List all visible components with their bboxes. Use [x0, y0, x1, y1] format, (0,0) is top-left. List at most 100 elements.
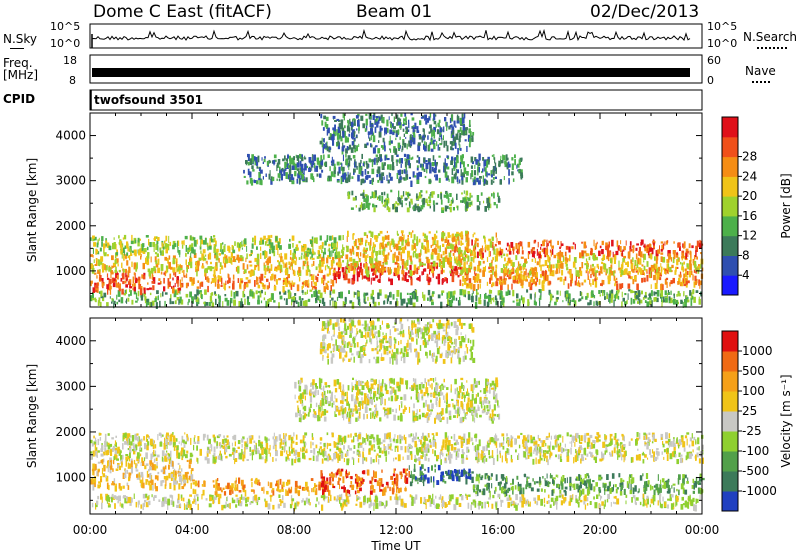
scatter-cell — [448, 125, 451, 130]
scatter-cell — [102, 285, 104, 289]
scatter-cell — [321, 159, 324, 166]
scatter-cell — [117, 290, 121, 297]
scatter-cell — [320, 245, 322, 250]
scatter-cell — [309, 256, 312, 260]
scatter-cell — [625, 262, 628, 265]
scatter-cell — [176, 297, 180, 301]
scatter-cell — [649, 449, 652, 455]
scatter-cell — [188, 261, 191, 265]
scatter-cell — [463, 113, 466, 119]
scatter-cell — [166, 257, 169, 261]
scatter-cell — [353, 139, 356, 142]
scatter-cell — [382, 137, 385, 143]
scatter-cell — [378, 455, 382, 458]
scatter-cell — [492, 257, 494, 261]
scatter-cell — [405, 116, 407, 123]
scatter-cell — [95, 298, 97, 303]
scatter-cell — [589, 299, 592, 305]
scatter-cell — [356, 145, 358, 152]
scatter-cell — [150, 256, 152, 263]
scatter-cell — [225, 439, 227, 442]
scatter-cell — [417, 206, 420, 213]
scatter-cell — [100, 295, 104, 299]
scatter-cell — [675, 266, 677, 272]
scatter-cell — [479, 268, 482, 273]
scatter-cell — [347, 155, 351, 160]
scatter-cell — [466, 283, 469, 287]
scatter-cell — [495, 281, 499, 287]
scatter-cell — [371, 168, 375, 175]
scatter-cell — [142, 250, 146, 254]
scatter-cell — [268, 256, 271, 264]
scatter-cell — [109, 296, 111, 299]
scatter-cell — [275, 450, 278, 457]
scatter-cell — [564, 291, 566, 298]
scatter-cell — [154, 298, 157, 303]
scatter-cell — [488, 250, 491, 257]
scatter-cell — [613, 270, 615, 277]
scatter-cell — [374, 190, 377, 195]
scatter-cell — [376, 173, 379, 178]
scatter-cell — [226, 255, 228, 260]
scatter-cell — [485, 295, 489, 299]
scatter-cell — [397, 435, 399, 440]
scatter-cell — [447, 198, 450, 204]
scatter-cell — [252, 169, 255, 172]
scatter-cell — [418, 252, 421, 258]
scatter-cell — [422, 128, 424, 132]
noise-left-tick-bottom: 10^0 — [50, 37, 81, 50]
scatter-cell — [387, 267, 390, 272]
scatter-cell — [608, 274, 611, 281]
scatter-cell — [411, 201, 413, 205]
scatter-cell — [661, 300, 663, 308]
scatter-cell — [427, 262, 430, 269]
scatter-cell — [290, 293, 292, 299]
scatter-cell — [140, 293, 144, 301]
scatter-cell — [543, 239, 546, 242]
scatter-cell — [547, 445, 549, 449]
scatter-cell — [625, 451, 627, 456]
scatter-cell — [457, 206, 459, 211]
scatter-cell — [368, 230, 372, 234]
scatter-cell — [664, 290, 667, 296]
scatter-cell — [273, 285, 277, 291]
scatter-cell — [407, 235, 409, 238]
scatter-cell — [700, 244, 703, 249]
scatter-cell — [364, 301, 367, 304]
scatter-cell — [389, 267, 391, 275]
scatter-cell — [501, 433, 505, 437]
scatter-cell — [637, 261, 639, 265]
scatter-cell — [292, 243, 294, 248]
scatter-cell — [435, 265, 438, 268]
scatter-cell — [351, 439, 355, 443]
scatter-cell — [658, 267, 660, 274]
scatter-cell — [357, 271, 360, 278]
scatter-cell — [534, 440, 538, 447]
scatter-cell — [562, 255, 565, 262]
scatter-cell — [426, 448, 429, 453]
scatter-cell — [483, 164, 485, 172]
scatter-cell — [385, 198, 387, 202]
scatter-cell — [429, 169, 432, 174]
scatter-cell — [165, 235, 168, 242]
scatter-cell — [333, 167, 336, 174]
scatter-cell — [534, 258, 536, 263]
scatter-cell — [637, 272, 639, 275]
scatter-cell — [332, 260, 335, 264]
scatter-cell — [289, 285, 291, 288]
scatter-cell — [280, 258, 282, 263]
scatter-cell — [439, 127, 443, 133]
scatter-cell — [97, 259, 100, 266]
scatter-cell — [656, 297, 659, 303]
scatter-cell — [395, 201, 398, 204]
scatter-cell — [306, 261, 309, 266]
scatter-cell — [354, 159, 356, 162]
scatter-cell — [342, 260, 344, 263]
scatter-cell — [454, 258, 457, 264]
scatter-cell — [155, 296, 157, 299]
scatter-cell — [487, 173, 491, 176]
scatter-cell — [459, 289, 463, 296]
scatter-cell — [601, 279, 603, 287]
scatter-cell — [446, 236, 448, 241]
scatter-cell — [605, 245, 608, 250]
